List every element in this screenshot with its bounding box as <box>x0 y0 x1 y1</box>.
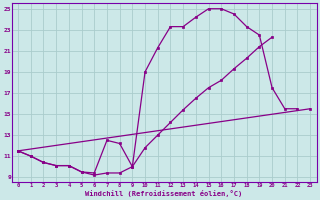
X-axis label: Windchill (Refroidissement éolien,°C): Windchill (Refroidissement éolien,°C) <box>85 190 243 197</box>
